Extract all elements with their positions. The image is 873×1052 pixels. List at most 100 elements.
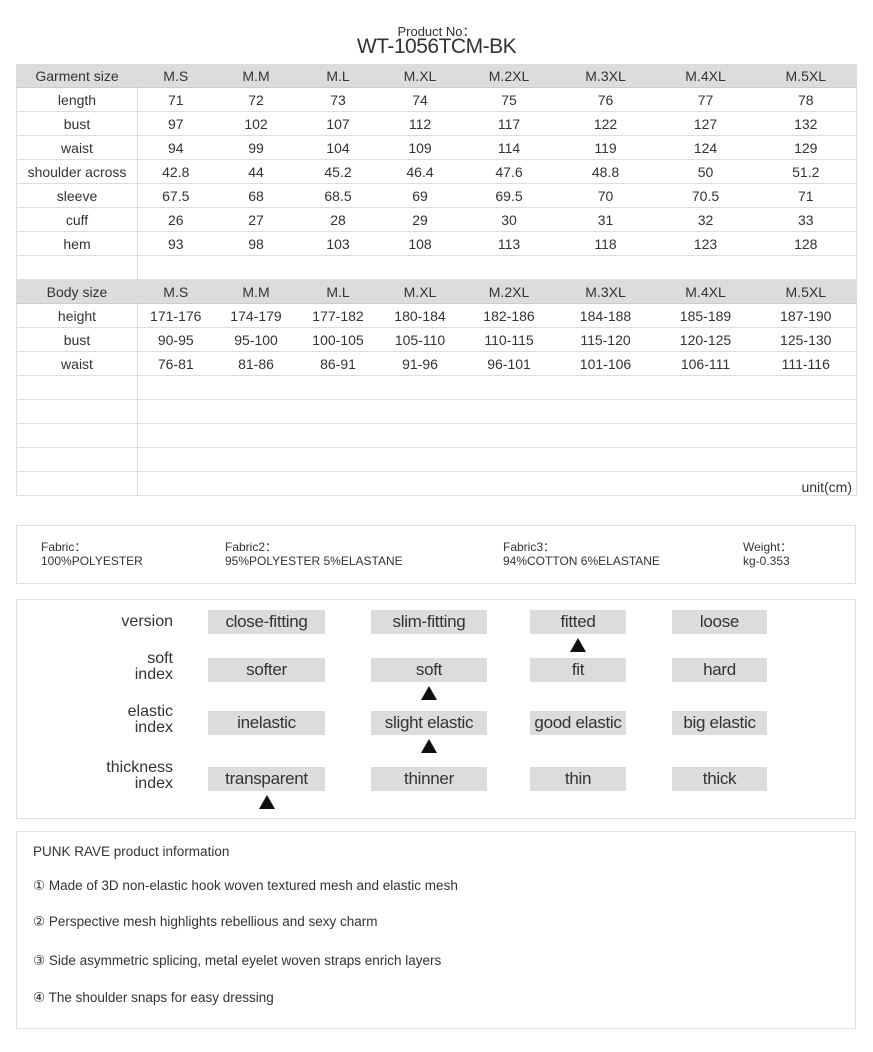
selected-marker-icon xyxy=(570,638,586,652)
product-info-panel: PUNK RAVE product information ① Made of 3… xyxy=(16,831,856,1029)
measure-value: 128 xyxy=(755,231,857,256)
measure-name: height xyxy=(16,303,138,328)
fabric-item: Fabric2： 95%POLYESTER 5%ELASTANE xyxy=(225,540,403,568)
fabric-value: 100%POLYESTER xyxy=(41,554,143,568)
blank-cell xyxy=(137,375,857,400)
measure-value: 184-188 xyxy=(555,303,656,328)
measure-value: 122 xyxy=(555,111,656,136)
measure-value: 118 xyxy=(555,231,656,256)
measure-value: 45.2 xyxy=(298,159,378,184)
measure-value: 185-189 xyxy=(655,303,756,328)
info-item: ③ Side asymmetric splicing, metal eyelet… xyxy=(33,953,442,968)
fabric-value: 95%POLYESTER 5%ELASTANE xyxy=(225,554,403,568)
measure-value: 104 xyxy=(298,135,378,160)
measure-value: 47.6 xyxy=(462,159,556,184)
measure-value: 81-86 xyxy=(213,351,299,376)
selected-marker-icon xyxy=(421,686,437,700)
property-option: transparent xyxy=(208,767,325,791)
measure-value: 30 xyxy=(462,207,556,232)
garment-size-header: M.5XL xyxy=(755,64,857,88)
measure-value: 67.5 xyxy=(137,183,214,208)
body-row: waist 76-81 81-86 86-91 91-96 96-101 101-106 10… xyxy=(16,351,857,376)
measure-value: 51.2 xyxy=(755,159,857,184)
measure-value: 68 xyxy=(213,183,299,208)
measure-value: 100-105 xyxy=(298,327,378,352)
measure-value: 76-81 xyxy=(137,351,214,376)
measure-name: waist xyxy=(16,351,138,376)
measure-value: 109 xyxy=(377,135,463,160)
measure-value: 119 xyxy=(555,135,656,160)
property-label-line: elastic xyxy=(127,703,173,720)
body-size-header: M.5XL xyxy=(755,279,857,304)
measure-value: 123 xyxy=(655,231,756,256)
measure-value: 112 xyxy=(377,111,463,136)
garment-row: waist 94 99 104 109 114 119 124 129 xyxy=(16,135,857,160)
measure-value: 50 xyxy=(655,159,756,184)
measure-name: waist xyxy=(16,135,138,160)
property-option: soft xyxy=(371,658,487,682)
property-option: softer xyxy=(208,658,325,682)
product-number-label: Product No： xyxy=(397,24,476,39)
fabric-item: Weight： kg-0.353 xyxy=(743,540,792,568)
garment-row: hem 93 98 103 108 113 118 123 128 xyxy=(16,231,857,256)
measure-value: 110-115 xyxy=(462,327,556,352)
garment-row: cuff 26 27 28 29 30 31 32 33 xyxy=(16,207,857,232)
measure-value: 72 xyxy=(213,87,299,112)
measure-value: 28 xyxy=(298,207,378,232)
property-option: inelastic xyxy=(208,711,325,735)
measure-value: 129 xyxy=(755,135,857,160)
garment-size-header: M.L xyxy=(298,64,378,88)
measure-name: bust xyxy=(16,111,138,136)
garment-size-header: M.S xyxy=(137,64,214,88)
measure-value: 90-95 xyxy=(137,327,214,352)
measure-value: 107 xyxy=(298,111,378,136)
measure-value: 174-179 xyxy=(213,303,299,328)
measure-value: 32 xyxy=(655,207,756,232)
measure-name: shoulder across xyxy=(16,159,138,184)
measure-value: 71 xyxy=(755,183,857,208)
body-size-header: M.M xyxy=(213,279,299,304)
blank-cell xyxy=(16,255,138,280)
unit-label: unit(cm) xyxy=(137,471,857,496)
body-size-header: M.L xyxy=(298,279,378,304)
measure-value: 115-120 xyxy=(555,327,656,352)
measure-value: 101-106 xyxy=(555,351,656,376)
garment-size-header: M.M xyxy=(213,64,299,88)
blank-cell xyxy=(16,447,138,472)
blank-cell xyxy=(16,399,138,424)
measure-value: 96-101 xyxy=(462,351,556,376)
garment-size-header: M.3XL xyxy=(555,64,656,88)
measure-value: 124 xyxy=(655,135,756,160)
fabric-item: Fabric： 100%POLYESTER xyxy=(41,540,143,568)
property-option: slight elastic xyxy=(371,711,487,735)
measure-value: 46.4 xyxy=(377,159,463,184)
measure-value: 74 xyxy=(377,87,463,112)
blank-cell xyxy=(16,375,138,400)
measure-value: 70 xyxy=(555,183,656,208)
measure-value: 48.8 xyxy=(555,159,656,184)
fabric-label: Fabric3： xyxy=(503,540,556,554)
measure-value: 102 xyxy=(213,111,299,136)
body-size-header: M.3XL xyxy=(555,279,656,304)
measure-value: 68.5 xyxy=(298,183,378,208)
properties-panel: version close-fitting slim-fitting fitted lo… xyxy=(16,599,856,819)
measure-value: 125-130 xyxy=(755,327,857,352)
measure-value: 77 xyxy=(655,87,756,112)
measure-value: 127 xyxy=(655,111,756,136)
property-option: thinner xyxy=(371,767,487,791)
property-label-line: thickness xyxy=(106,759,173,776)
measure-value: 120-125 xyxy=(655,327,756,352)
property-label: thickness index xyxy=(106,760,173,792)
blank-cell xyxy=(137,255,857,280)
measure-value: 93 xyxy=(137,231,214,256)
body-header: Body size xyxy=(16,279,138,304)
measure-value: 132 xyxy=(755,111,857,136)
blank-row: unit(cm) xyxy=(16,471,857,496)
measure-value: 73 xyxy=(298,87,378,112)
fabric-value: kg-0.353 xyxy=(743,554,790,568)
measure-value: 171-176 xyxy=(137,303,214,328)
property-label: elastic index xyxy=(128,704,173,736)
measure-value: 31 xyxy=(555,207,656,232)
measure-value: 103 xyxy=(298,231,378,256)
property-option: fit xyxy=(530,658,626,682)
